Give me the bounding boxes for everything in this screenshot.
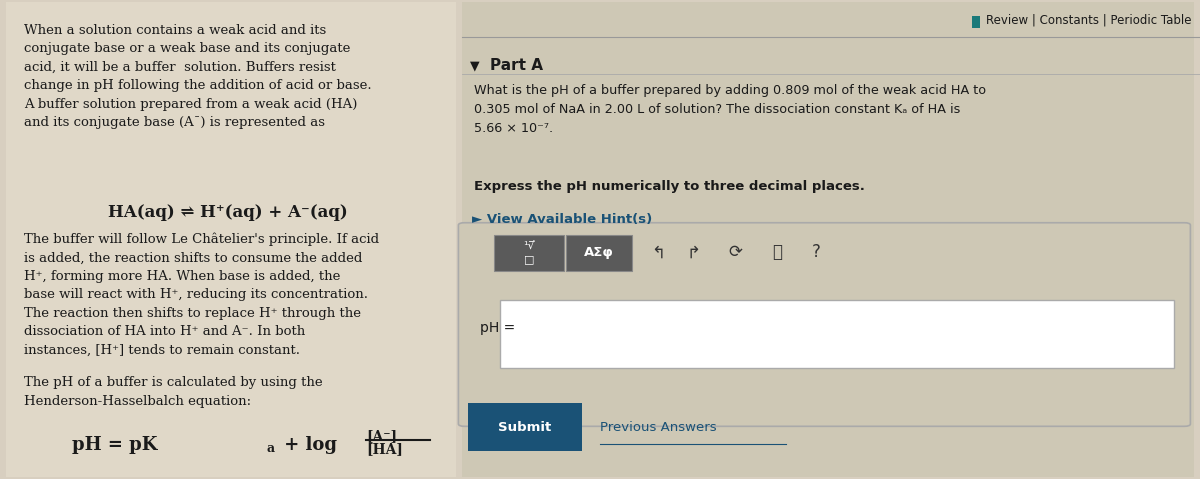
Text: ⎕: ⎕ bbox=[773, 243, 782, 262]
Text: ?: ? bbox=[811, 243, 821, 262]
Text: pH = pK: pH = pK bbox=[72, 436, 157, 454]
Text: ↰: ↰ bbox=[650, 243, 665, 262]
Text: When a solution contains a weak acid and its
conjugate base or a weak base and i: When a solution contains a weak acid and… bbox=[24, 24, 372, 129]
Bar bbox=[972, 16, 980, 28]
FancyBboxPatch shape bbox=[500, 300, 1174, 368]
Text: ▼: ▼ bbox=[470, 60, 480, 73]
Text: a: a bbox=[266, 442, 275, 455]
Text: ¹√̅: ¹√̅ bbox=[523, 240, 535, 250]
Text: [A⁻]: [A⁻] bbox=[366, 429, 397, 443]
Text: The buffer will follow Le Châtelier's principle. If acid
is added, the reaction : The buffer will follow Le Châtelier's pr… bbox=[24, 232, 379, 357]
Text: + log: + log bbox=[278, 436, 337, 454]
FancyBboxPatch shape bbox=[494, 235, 564, 271]
FancyBboxPatch shape bbox=[566, 235, 632, 271]
Text: Submit: Submit bbox=[498, 421, 551, 434]
Text: Previous Answers: Previous Answers bbox=[600, 421, 716, 434]
FancyBboxPatch shape bbox=[458, 223, 1190, 426]
FancyBboxPatch shape bbox=[6, 2, 456, 477]
Text: Express the pH numerically to three decimal places.: Express the pH numerically to three deci… bbox=[474, 180, 865, 193]
Text: HA(aq) ⇌ H⁺(aq) + A⁻(aq): HA(aq) ⇌ H⁺(aq) + A⁻(aq) bbox=[108, 204, 348, 220]
Text: What is the pH of a buffer prepared by adding 0.809 mol of the weak acid HA to
0: What is the pH of a buffer prepared by a… bbox=[474, 84, 986, 135]
FancyBboxPatch shape bbox=[468, 403, 582, 451]
FancyBboxPatch shape bbox=[462, 2, 1194, 477]
Text: [HA]: [HA] bbox=[366, 442, 403, 456]
Text: ↱: ↱ bbox=[686, 243, 701, 262]
Text: AΣφ: AΣφ bbox=[584, 246, 613, 259]
Text: pH =: pH = bbox=[480, 321, 515, 335]
Text: □: □ bbox=[524, 255, 534, 264]
Text: ► View Available Hint(s): ► View Available Hint(s) bbox=[472, 213, 652, 226]
Text: The pH of a buffer is calculated by using the
Henderson-Hasselbalch equation:: The pH of a buffer is calculated by usin… bbox=[24, 376, 323, 408]
Text: Review | Constants | Periodic Table: Review | Constants | Periodic Table bbox=[986, 13, 1192, 26]
Text: Part A: Part A bbox=[490, 58, 542, 73]
Text: ⟳: ⟳ bbox=[728, 243, 743, 262]
